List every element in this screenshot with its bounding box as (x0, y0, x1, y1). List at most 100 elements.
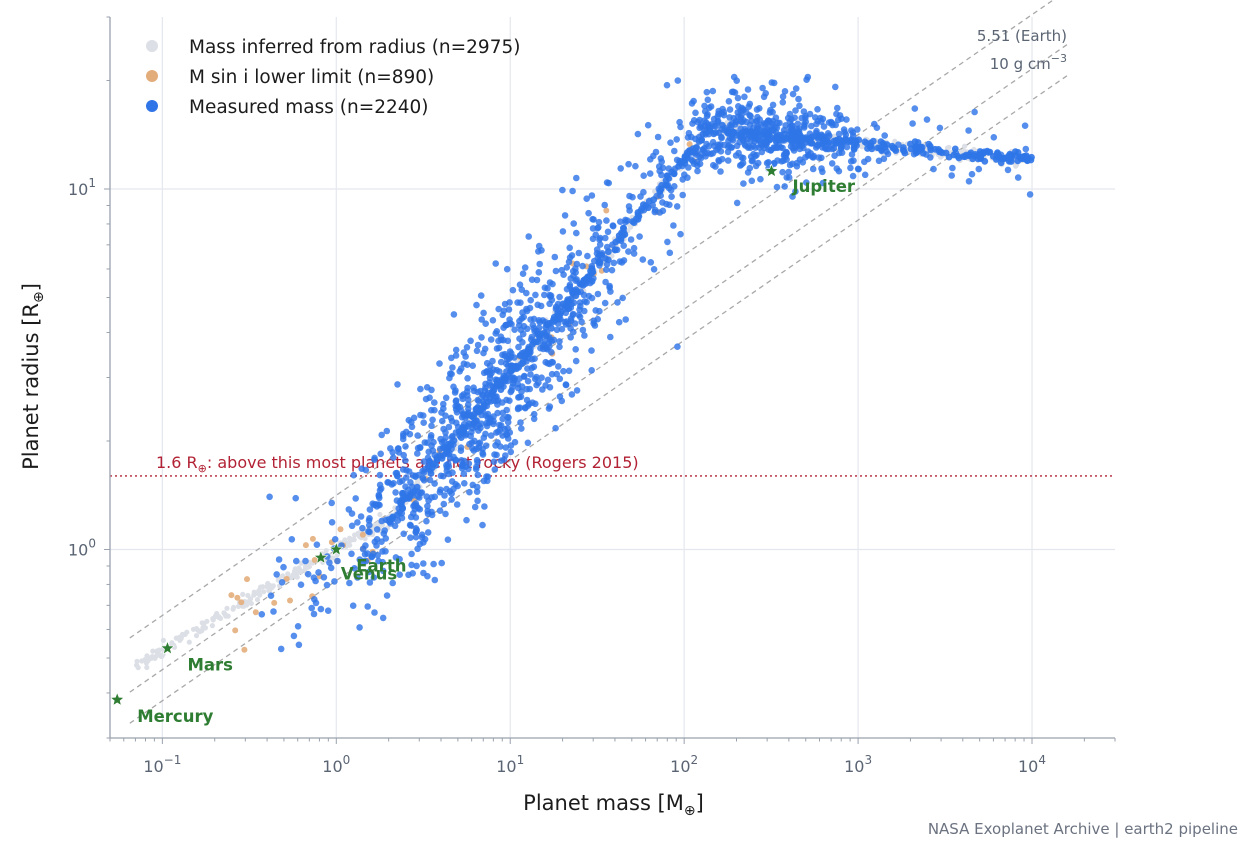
measured-point (448, 496, 455, 503)
planet-label-earth: Earth (356, 557, 406, 576)
measured-point (602, 278, 609, 286)
measured-point (752, 144, 759, 151)
measured-point (375, 492, 383, 500)
measured-point (559, 186, 566, 194)
measured-point (473, 347, 481, 355)
measured-point (568, 252, 576, 259)
measured-point (750, 150, 757, 158)
measured-point (674, 343, 681, 351)
measured-point (424, 529, 432, 536)
measured-point (528, 333, 536, 341)
measured-point (546, 291, 553, 299)
measured-point (420, 560, 427, 567)
measured-point (501, 350, 509, 358)
measured-point (502, 444, 510, 451)
measured-point (890, 144, 898, 152)
inferred-point (377, 511, 383, 518)
measured-point (976, 154, 984, 161)
measured-point (535, 242, 543, 250)
measured-point (450, 453, 457, 461)
legend-marker (146, 40, 158, 52)
measured-point (293, 557, 300, 565)
measured-point (470, 413, 477, 421)
measured-point (563, 285, 571, 293)
measured-point (718, 134, 725, 142)
measured-point (484, 410, 492, 418)
inferred-point (186, 639, 192, 645)
measured-point (399, 489, 407, 497)
measured-point (478, 316, 486, 323)
measured-point (470, 447, 478, 454)
measured-point (584, 252, 591, 260)
inferred-point (264, 584, 270, 590)
measured-point (650, 266, 658, 273)
measured-point (757, 131, 764, 139)
measured-point (720, 111, 728, 119)
measured-point (698, 136, 705, 144)
measured-point (689, 157, 697, 165)
measured-point (670, 170, 678, 178)
measured-point (530, 415, 538, 423)
measured-point (629, 193, 636, 201)
measured-point (516, 352, 524, 359)
measured-point (833, 110, 840, 118)
msini-point (238, 599, 245, 606)
measured-point (414, 450, 421, 457)
measured-point (659, 207, 667, 215)
measured-point (663, 81, 671, 89)
inferred-point (269, 585, 275, 591)
measured-point (494, 401, 501, 408)
measured-point (732, 152, 740, 159)
measured-point (912, 143, 920, 151)
measured-point (785, 174, 793, 181)
measured-point (850, 157, 857, 164)
measured-point (323, 553, 331, 560)
measured-point (746, 121, 754, 129)
measured-point (706, 125, 714, 133)
measured-point (310, 574, 318, 581)
measured-point (572, 292, 580, 300)
measured-point (448, 370, 455, 378)
measured-point (476, 439, 484, 447)
planet-marker-venus (313, 549, 329, 565)
measured-point (676, 118, 683, 126)
measured-point (822, 138, 829, 146)
y-tick-label: 100 (68, 537, 96, 560)
measured-point (440, 500, 448, 508)
measured-point (601, 299, 609, 307)
measured-point (470, 387, 478, 395)
measured-point (739, 154, 747, 162)
measured-point (965, 178, 973, 185)
measured-point (603, 266, 610, 274)
measured-point (1005, 152, 1013, 160)
measured-point (942, 149, 950, 157)
measured-point (789, 193, 796, 200)
measured-point (760, 93, 768, 101)
measured-point (464, 396, 472, 404)
measured-point (472, 465, 480, 473)
measured-point (371, 609, 378, 616)
measured-point (507, 373, 514, 381)
measured-point (555, 363, 562, 370)
measured-point (578, 318, 585, 326)
measured-point (740, 180, 747, 187)
measured-point (701, 144, 708, 152)
measured-point (266, 493, 273, 501)
measured-point (523, 307, 531, 315)
measured-point (630, 244, 638, 252)
measured-point (460, 470, 468, 478)
measured-point (734, 94, 742, 102)
measured-point (550, 316, 557, 323)
measured-point (738, 111, 745, 119)
measured-point (780, 157, 787, 164)
measured-point (423, 517, 430, 525)
measured-point (442, 510, 449, 518)
measured-point (949, 164, 956, 172)
measured-point (410, 414, 418, 422)
inferred-point (147, 655, 153, 662)
series-inferred-points (134, 119, 1025, 671)
inferred-point (330, 555, 336, 561)
measured-point (520, 313, 527, 321)
measured-point (490, 387, 498, 394)
